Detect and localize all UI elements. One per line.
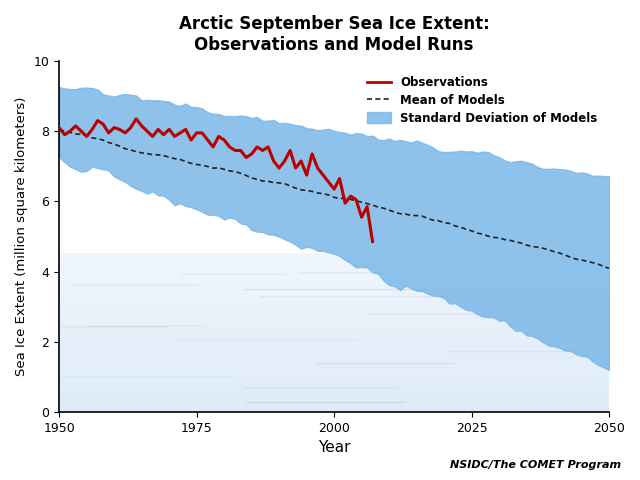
X-axis label: Year: Year (318, 441, 350, 456)
Text: NSIDC/The COMET Program: NSIDC/The COMET Program (450, 460, 621, 470)
Y-axis label: Sea Ice Extent (million square kilometers): Sea Ice Extent (million square kilometer… (15, 97, 28, 376)
Title: Arctic September Sea Ice Extent:
Observations and Model Runs: Arctic September Sea Ice Extent: Observa… (179, 15, 490, 54)
Legend: Observations, Mean of Models, Standard Deviation of Models: Observations, Mean of Models, Standard D… (361, 71, 603, 131)
